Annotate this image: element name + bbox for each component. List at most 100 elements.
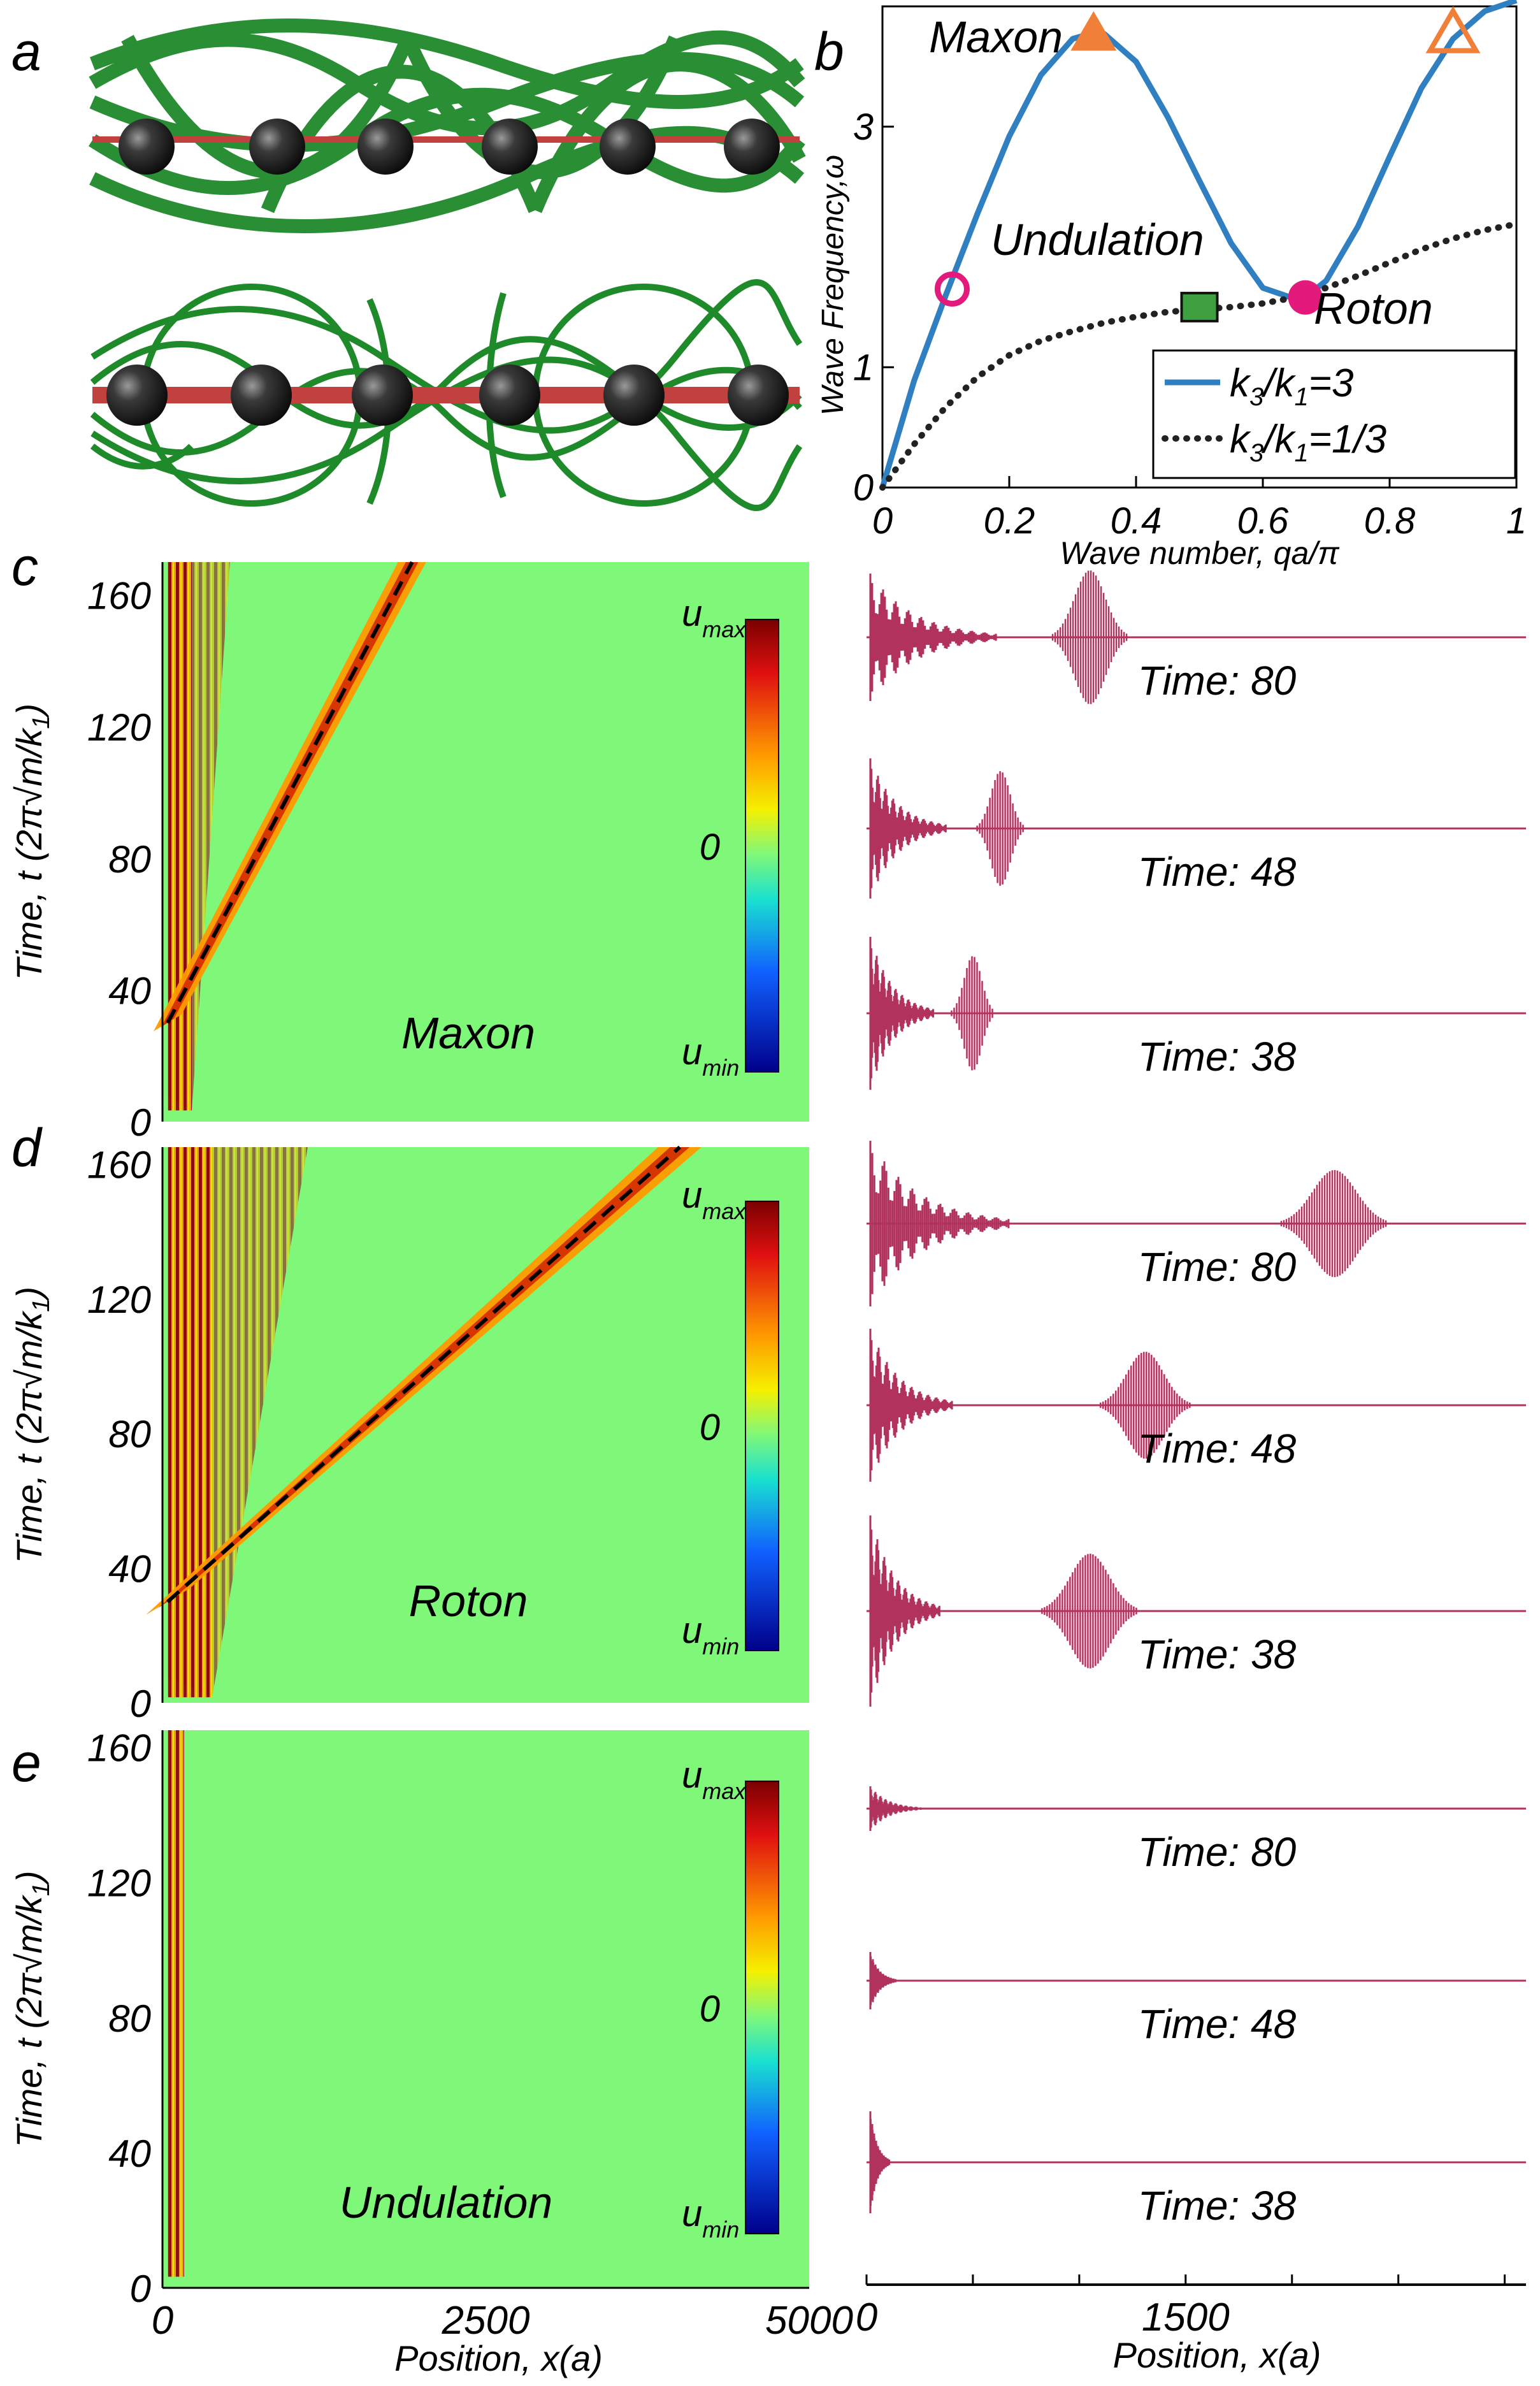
y-tick-label: 80 [108,838,151,881]
marker-maxon [1070,11,1117,51]
heatmap-roton: 0 40 80 120 160 Time, t (2π√m/k1) umax 0 umin Rot… [9,1143,809,1725]
y-tick-label: 40 [108,1548,151,1591]
marker-undulation [934,271,970,307]
waveform-packet [1041,1554,1137,1668]
waveform-source-burst [869,1515,940,1707]
x-axis-label: Wave number, qa/π [1060,535,1340,571]
y-tick-label: 40 [108,2132,151,2175]
colorbar-zero-label: 0 [700,827,720,868]
y-tick-label: 3 [853,106,874,148]
dispersion-cone [168,562,230,1111]
waveform-snapshot: Time: 80 [867,1141,1526,1306]
x-tick-label: 0.8 [1364,500,1416,542]
legend: k3/k1=3 k3/k1=1/3 [1152,349,1516,479]
panel-letter-a: a [11,22,41,82]
x-tick-label: 1500 [1142,2296,1230,2339]
group-velocity-line [166,1145,681,1603]
y-tick-label: 160 [87,1143,151,1186]
legend-entry: k3/k1=1/3 [1230,417,1386,467]
waveforms-roton: Time: 80 Time: 48 Time: 38 [867,1141,1526,1707]
chain-illustration-top [89,18,806,249]
snapshot-time-label: Time: 80 [1138,1829,1297,1875]
annotation-roton: Roton [1314,284,1433,333]
waveform-snapshot: Time: 38 [867,937,1526,1090]
x-tick-label: 0 [856,2296,877,2339]
marker-undulation-square [1180,291,1219,322]
colorbar-max-label: umax [682,1175,747,1224]
waveform-source-burst [869,574,997,701]
waveforms-maxon: Time: 80 Time: 48 Time: 38 [867,570,1526,1090]
plot-frame [881,5,1518,489]
source-stripes [168,1730,184,2277]
panel-letter-e: e [11,1733,41,1793]
colorbar-min-label: umin [682,2193,739,2243]
y-axis-label: Time, t (2π√m/k1) [9,1870,55,2147]
waveform-snapshot: Time: 48 [867,1329,1526,1482]
field-background [162,1730,809,2288]
snapshot-time-label: Time: 48 [1138,849,1297,895]
colorbar [745,1201,779,1651]
heatmap-undulation: 0 40 80 120 160 Time, t (2π√m/k1) umax 0 umin Und… [9,1727,809,2310]
waveform-snapshot: Time: 48 [867,758,1526,899]
x-tick-label: 0.6 [1237,500,1289,542]
series-line-k3k1-3 [879,0,1518,489]
snapshot-time-label: Time: 48 [1138,2001,1297,2047]
waveform-source-burst [869,1786,922,1831]
marker-roton [1288,280,1323,315]
waveform-snapshot: Time: 80 [867,570,1526,704]
snapshot-time-label: Time: 38 [1138,2183,1297,2229]
y-tick-label: 1 [853,347,874,388]
heatmap-mode-label: Roton [409,1576,528,1626]
colorbar [745,619,779,1073]
snapshot-time-label: Time: 38 [1138,1034,1297,1080]
heatmap-mode-label: Maxon [401,1008,535,1058]
y-tick-label: 40 [108,969,151,1012]
y-axis-label: Time, t (2π√m/k1) [9,704,55,980]
waveform-snapshot: Time: 48 [867,1952,1526,2047]
dispersion-chart: 0 0.2 0.4 0.6 0.8 1 0 1 3 Wave number, qa/π Wave F… [816,0,1527,571]
waveform-packet [1051,570,1128,704]
y-tick-label: 120 [87,1278,151,1321]
x-tick-label: 1 [1506,500,1527,542]
waveform-source-burst [869,1952,896,2009]
colorbar-min-label: umin [682,1031,739,1081]
panel-letter-d: d [11,1118,43,1178]
y-tick-label: 0 [853,467,874,509]
waveform-snapshot: Time: 38 [867,1515,1526,1707]
y-tick-label: 120 [87,1862,151,1905]
y-tick-label: 0 [130,1682,151,1725]
dispersion-cone [168,1147,308,1698]
x-tick-label: 0 [872,500,893,542]
y-tick-label: 0 [130,1101,151,1144]
wave-front-core [157,1147,690,1609]
y-tick-label: 160 [87,575,151,618]
colorbar-max-label: umax [682,593,747,642]
chain-illustration-bottom [90,279,803,511]
panel-letter-b: b [814,22,844,82]
colorbar-max-label: umax [682,1754,747,1804]
snapshot-time-label: Time: 38 [1138,1631,1297,1677]
x-tick-label: 5000 [765,2299,853,2343]
marker-maxon-open [1425,6,1481,54]
group-velocity-line [166,561,414,1024]
waveform-source-burst [869,2111,891,2213]
x-tick-label: 2500 [442,2299,530,2343]
colorbar-min-label: umin [682,1610,739,1659]
waveform-source-burst [869,758,947,899]
waveform-source-burst [869,937,935,1090]
waveform-source-burst [869,1329,953,1482]
annotation-undulation: Undulation [991,215,1204,264]
colorbar [745,1781,779,2234]
waveform-packet [1100,1352,1191,1459]
snapshot-time-label: Time: 80 [1138,1244,1297,1290]
waveform-packet [951,956,993,1071]
legend-box [1152,349,1516,479]
heatmap-maxon: 0 40 80 120 160 Time, t (2π√m/k1) umax 0 umin Max… [9,561,809,1144]
y-tick-label: 160 [87,1727,151,1770]
x-tick-label: 0.2 [984,500,1035,542]
waveform-x-axis-label: Position, x(a) [1113,2335,1321,2375]
waveform-snapshot: Time: 80 [867,1786,1526,1875]
waveform-packet [1280,1170,1387,1277]
